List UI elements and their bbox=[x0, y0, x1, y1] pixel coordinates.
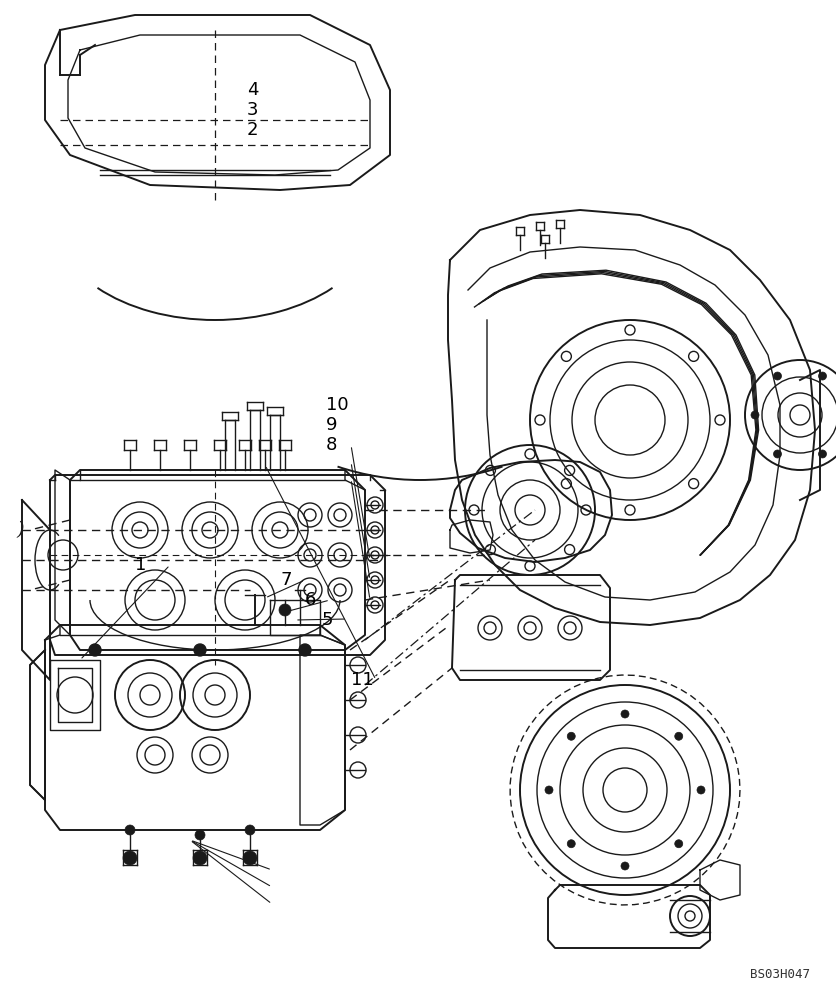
Text: 1: 1 bbox=[135, 556, 146, 574]
Text: ): ) bbox=[16, 521, 23, 539]
Circle shape bbox=[568, 732, 575, 740]
Text: 3: 3 bbox=[247, 101, 258, 119]
Text: 10: 10 bbox=[326, 396, 349, 414]
Text: 4: 4 bbox=[247, 81, 258, 99]
Circle shape bbox=[194, 644, 206, 656]
Circle shape bbox=[621, 710, 629, 718]
Circle shape bbox=[245, 825, 255, 835]
Circle shape bbox=[299, 644, 311, 656]
Circle shape bbox=[751, 411, 759, 419]
Circle shape bbox=[243, 851, 257, 865]
Circle shape bbox=[818, 450, 827, 458]
Circle shape bbox=[279, 604, 291, 616]
Text: 5: 5 bbox=[322, 611, 334, 629]
Circle shape bbox=[675, 840, 683, 848]
Text: 7: 7 bbox=[280, 571, 292, 589]
Text: 9: 9 bbox=[326, 416, 338, 434]
Circle shape bbox=[545, 786, 553, 794]
Circle shape bbox=[123, 851, 137, 865]
Circle shape bbox=[89, 644, 101, 656]
Text: 6: 6 bbox=[305, 591, 317, 609]
Circle shape bbox=[773, 450, 782, 458]
Circle shape bbox=[193, 851, 207, 865]
Circle shape bbox=[818, 372, 827, 380]
Circle shape bbox=[621, 862, 629, 870]
Text: 8: 8 bbox=[326, 436, 338, 454]
Text: 2: 2 bbox=[247, 121, 258, 139]
Circle shape bbox=[195, 830, 205, 840]
Circle shape bbox=[675, 732, 683, 740]
Circle shape bbox=[125, 825, 135, 835]
Circle shape bbox=[697, 786, 705, 794]
Circle shape bbox=[773, 372, 782, 380]
Circle shape bbox=[568, 840, 575, 848]
Text: BS03H047: BS03H047 bbox=[750, 968, 810, 982]
Text: 11: 11 bbox=[351, 671, 374, 689]
